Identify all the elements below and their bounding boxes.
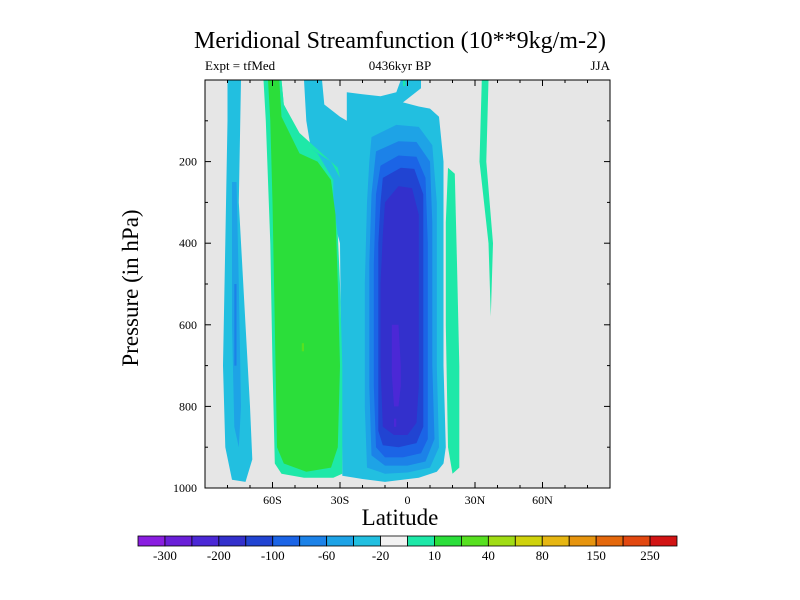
colorbar-swatch [595, 535, 624, 547]
y-tick-label: 1000 [173, 481, 197, 495]
colorbar-swatch [191, 535, 220, 547]
period-label: 0436kyr BP [368, 58, 432, 73]
colorbar: -300 -200 -100 -60 -20 10 40 80 150 250 [137, 535, 678, 563]
contour-region-2 [234, 284, 237, 366]
plot-area [205, 80, 610, 488]
contour-region-6 [268, 80, 340, 472]
colorbar-label: -100 [261, 548, 285, 563]
colorbar-label: 250 [640, 548, 660, 563]
axes: 60S 30S 0 30N 60N 200 400 600 800 1000 [173, 79, 611, 507]
colorbar-swatch [460, 535, 489, 547]
chart-title: Meridional Streamfunction (10**9kg/m-2) [194, 28, 606, 54]
colorbar-swatch [353, 535, 381, 547]
colorbar-swatch [272, 535, 301, 547]
colorbar-swatch [541, 535, 570, 547]
colorbar-swatch [245, 535, 274, 547]
colorbar-swatch [164, 535, 193, 547]
y-tick-label: 600 [179, 318, 197, 332]
colorbar-label: 40 [482, 548, 495, 563]
contour-region-15 [380, 186, 419, 435]
colorbar-swatch [434, 535, 462, 547]
colorbar-swatch [137, 535, 166, 547]
colorbar-label: -300 [153, 548, 177, 563]
experiment-label: Expt = tfMed [205, 58, 276, 73]
contour-region-8 [403, 80, 406, 87]
season-label: JJA [590, 58, 610, 73]
x-tick-label: 60N [532, 493, 553, 507]
colorbar-swatch [487, 535, 516, 547]
colorbar-swatch [514, 535, 543, 547]
colorbar-label: -20 [372, 548, 389, 563]
colorbar-swatch [568, 535, 597, 547]
contour-region-7 [301, 343, 304, 352]
colorbar-label: 150 [586, 548, 606, 563]
y-tick-label: 400 [179, 236, 197, 250]
colorbar-swatch [407, 535, 435, 547]
colorbar-swatch [326, 535, 354, 547]
x-tick-label: 30S [331, 493, 350, 507]
colorbar-label: -60 [318, 548, 335, 563]
colorbar-label: 80 [536, 548, 549, 563]
contour-region-10 [479, 80, 493, 317]
colorbar-swatch [649, 535, 678, 547]
x-tick-label: 60S [263, 493, 282, 507]
contour-region-17 [394, 418, 397, 427]
y-tick-label: 800 [179, 399, 197, 413]
x-axis-label: Latitude [361, 505, 439, 530]
colorbar-swatch [380, 535, 408, 547]
colorbar-label: 10 [428, 548, 441, 563]
colorbar-swatch [218, 535, 247, 547]
y-tick-label: 200 [179, 155, 197, 169]
colorbar-label: -200 [207, 548, 231, 563]
x-tick-label: 30N [465, 493, 486, 507]
x-tick-label: 0 [405, 493, 411, 507]
contour-region-9 [445, 167, 460, 474]
colorbar-swatch [622, 535, 651, 547]
contour-region-16 [391, 324, 401, 407]
colorbar-swatch [299, 535, 328, 547]
